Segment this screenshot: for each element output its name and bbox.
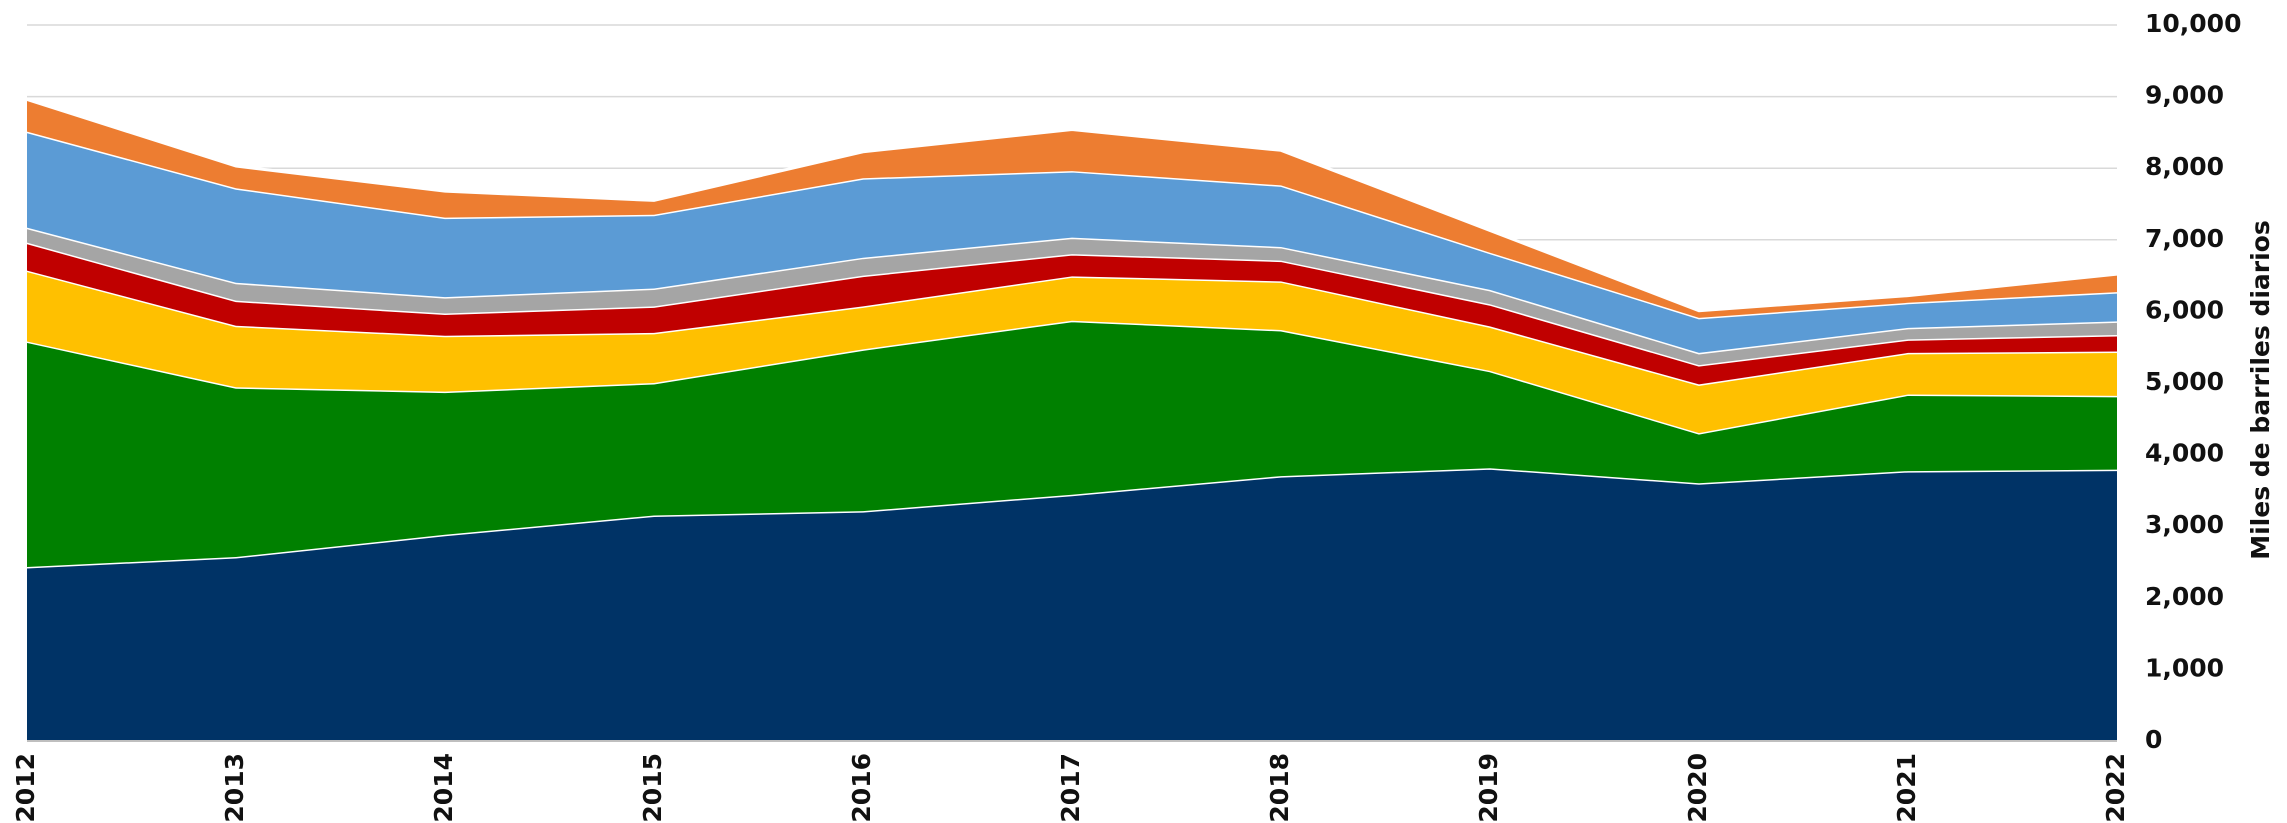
y-tick-label: 6,000 xyxy=(2145,295,2224,324)
area xyxy=(27,270,2117,434)
y-tick-label: 4,000 xyxy=(2145,439,2224,468)
y-tick-label: 8,000 xyxy=(2145,152,2224,181)
x-tick-label: 2016 xyxy=(847,753,876,823)
y-axis-title: Miles de barriles diarios xyxy=(2246,220,2275,560)
y-tick-label: 0 xyxy=(2145,725,2162,754)
y-tick-label: 5,000 xyxy=(2145,367,2224,396)
x-tick-label: 2018 xyxy=(1265,753,1294,823)
x-tick-label: 2019 xyxy=(1474,753,1503,823)
area-edge xyxy=(26,98,2118,313)
x-tick-label: 2013 xyxy=(220,753,249,823)
area xyxy=(27,131,2117,353)
x-tick-label: 2014 xyxy=(429,753,458,823)
y-tick-label: 9,000 xyxy=(2145,81,2224,110)
area xyxy=(27,227,2117,366)
y-tick-label: 10,000 xyxy=(2145,9,2241,38)
area xyxy=(27,320,2117,568)
x-tick-label: 2021 xyxy=(1892,753,1921,823)
x-tick-label: 2012 xyxy=(11,753,40,823)
area xyxy=(27,242,2117,385)
area xyxy=(27,468,2117,741)
y-tick-label: 1,000 xyxy=(2145,653,2224,682)
x-tick-label: 2015 xyxy=(638,753,667,823)
x-tick-label: 2022 xyxy=(2101,753,2130,823)
y-tick-label: 3,000 xyxy=(2145,510,2224,539)
y-tick-label: 2,000 xyxy=(2145,582,2224,611)
y-tick-label: 7,000 xyxy=(2145,224,2224,253)
x-tick-label: 2017 xyxy=(1056,753,1085,823)
x-tick-label: 2020 xyxy=(1683,753,1712,823)
